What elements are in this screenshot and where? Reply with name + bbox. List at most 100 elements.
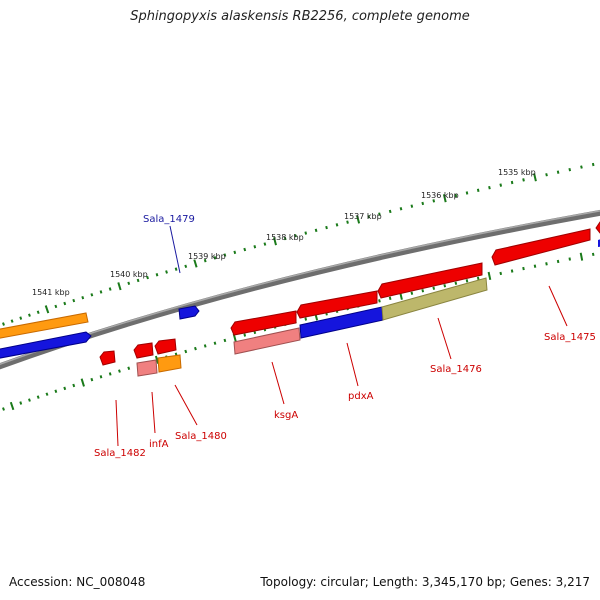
olive-feature[interactable]	[381, 277, 488, 321]
minor-scale-tick	[243, 333, 247, 337]
gene-label-sala-1475[interactable]: Sala_1475	[544, 332, 596, 343]
gene-infa-arrow[interactable]	[133, 342, 154, 359]
minor-scale-tick	[136, 278, 140, 283]
minor-scale-tick	[99, 375, 103, 379]
pink-feature[interactable]	[233, 327, 301, 355]
accession-text: Accession: NC_008048	[9, 575, 146, 589]
minor-scale-tick	[203, 258, 207, 263]
minor-scale-tick	[10, 319, 14, 323]
major-scale-tick	[154, 355, 160, 364]
orange-feature[interactable]	[0, 312, 89, 339]
minor-scale-tick	[545, 173, 548, 177]
infa-pink-feature[interactable]	[136, 359, 158, 377]
minor-scale-tick	[533, 264, 537, 268]
minor-scale-tick	[63, 301, 67, 306]
gene-sala-1482[interactable]	[99, 350, 116, 366]
minor-scale-tick	[203, 344, 207, 348]
minor-scale-tick	[28, 313, 31, 317]
blue-gene-arrow[interactable]	[0, 331, 92, 359]
minor-scale-tick	[174, 267, 178, 271]
major-scale-tick	[533, 173, 537, 182]
sala-1480-orange-feature[interactable]	[157, 354, 182, 373]
minor-scale-tick	[545, 262, 548, 266]
minor-scale-tick	[556, 259, 560, 264]
gene-ksga-forward[interactable]	[230, 310, 297, 336]
major-scale-tick	[356, 215, 361, 224]
minor-scale-tick	[90, 377, 94, 382]
minor-scale-tick	[127, 366, 131, 370]
minor-scale-tick	[556, 170, 560, 174]
minor-scale-tick	[146, 275, 149, 280]
minor-scale-tick	[314, 228, 318, 233]
major-scale-tick	[44, 305, 50, 314]
genome-summary-text: Topology: circular; Length: 3,345,170 bp…	[260, 575, 590, 589]
major-scale-tick	[9, 401, 15, 411]
minor-scale-tick	[522, 266, 525, 271]
scale-label: 1539 kbp	[188, 252, 226, 261]
minor-scale-tick	[19, 316, 23, 320]
minor-scale-tick	[346, 220, 349, 224]
gene-label-pdxa[interactable]: pdxA	[348, 391, 374, 402]
minor-scale-tick	[263, 242, 267, 246]
minor-scale-tick	[184, 349, 188, 354]
scale-label: 1540 kbp	[110, 270, 148, 279]
outer-scale-ticks	[2, 162, 595, 326]
minor-scale-tick	[488, 185, 491, 190]
minor-scale-tick	[568, 167, 572, 172]
gene-sala-1476-forward[interactable]	[377, 262, 483, 299]
gene-sala-1480-arrow[interactable]	[154, 338, 177, 355]
minor-scale-tick	[378, 212, 381, 216]
minor-scale-tick	[223, 338, 227, 343]
gene-pdxa-forward[interactable]	[296, 290, 378, 319]
minor-scale-tick	[165, 270, 168, 274]
scale-label: 1537 kbp	[344, 212, 382, 221]
minor-scale-tick	[410, 204, 414, 208]
gene-right-edge[interactable]	[595, 221, 600, 234]
minor-scale-tick	[522, 178, 525, 182]
gene-label-sala-1480[interactable]: Sala_1480	[175, 431, 227, 442]
scale-label: 1541 kbp	[32, 288, 70, 297]
minor-scale-tick	[399, 207, 403, 211]
gene-label-infa[interactable]: infA	[149, 439, 169, 450]
major-scale-tick	[80, 378, 85, 387]
scale-label: 1535 kbp	[498, 168, 536, 177]
minor-scale-tick	[36, 310, 40, 315]
minor-scale-tick	[335, 223, 339, 227]
minor-scale-tick	[19, 401, 23, 405]
minor-scale-tick	[72, 298, 76, 303]
minor-scale-tick	[36, 395, 40, 399]
minor-scale-tick	[213, 256, 217, 260]
major-scale-tick	[442, 194, 447, 203]
major-scale-tick	[273, 237, 277, 246]
gene-label-sala-1476[interactable]: Sala_1476	[430, 364, 482, 375]
minor-scale-tick	[304, 317, 308, 321]
minor-scale-tick	[283, 236, 287, 241]
gene-label-ksga[interactable]: ksgA	[274, 410, 298, 421]
minor-scale-tick	[118, 369, 121, 373]
minor-scale-tick	[233, 250, 237, 255]
major-scale-tick	[117, 282, 122, 291]
gene-label-sala-1479[interactable]: Sala_1479	[143, 214, 195, 225]
minor-scale-tick	[45, 392, 49, 396]
gene-sala-1475-forward[interactable]	[491, 228, 591, 266]
minor-scale-tick	[476, 276, 480, 281]
minor-scale-tick	[90, 293, 94, 297]
minor-scale-tick	[499, 183, 503, 187]
gene-label-sala-1482[interactable]: Sala_1482	[94, 448, 146, 459]
minor-scale-tick	[223, 253, 227, 257]
gene-sala-1479[interactable]	[178, 305, 200, 320]
minor-scale-tick	[421, 201, 425, 206]
scale-label: 1536 kbp	[421, 191, 459, 200]
label-leaders	[115, 225, 568, 447]
minor-scale-tick	[443, 284, 447, 288]
minor-scale-tick	[476, 188, 480, 192]
minor-scale-tick	[465, 279, 469, 283]
minor-scale-tick	[591, 252, 595, 257]
minor-scale-tick	[499, 271, 503, 276]
minor-scale-tick	[72, 383, 76, 388]
minor-scale-tick	[28, 398, 31, 402]
minor-scale-tick	[388, 209, 392, 214]
minor-scale-tick	[243, 247, 247, 252]
minor-scale-tick	[421, 289, 425, 293]
